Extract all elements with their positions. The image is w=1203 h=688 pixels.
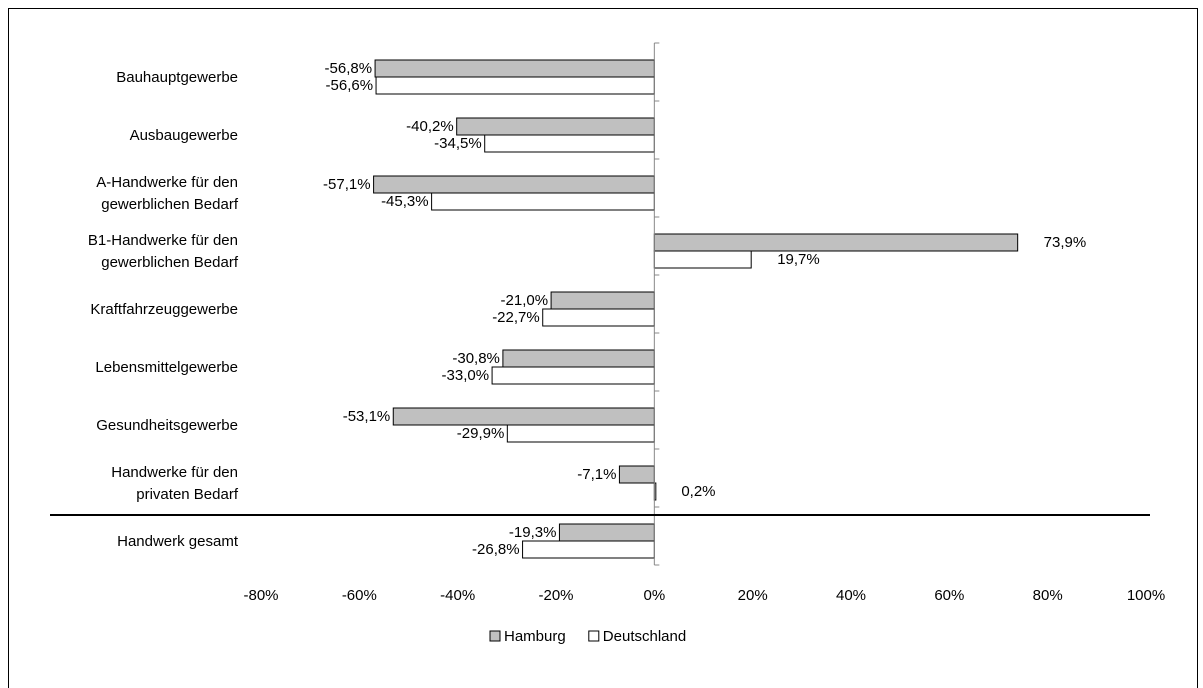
data-labels-layer: -56,8%-56,6% -40,2%-34,5% -57,1% -45,3% 73,9… xyxy=(323,60,1086,558)
bars-layer xyxy=(373,59,1019,559)
legend-swatch-deutschland xyxy=(588,630,600,642)
bar-hamburg-b1-handwerke-für-den-gewerblichen-bedarf xyxy=(653,233,1019,252)
category-label-handwerke-für-den-privaten-bedarf: Handwerke für den privaten Bedarf xyxy=(111,464,239,503)
bar-hamburg-handwerk-gesamt xyxy=(558,523,655,542)
x-tick-label: 20% xyxy=(738,587,768,604)
bar-deutschland-kraftfahrzeuggewerbe xyxy=(542,308,655,327)
legend-swatch-hamburg xyxy=(489,630,501,642)
x-tick-label: -40% xyxy=(440,587,475,604)
category-label-handwerk-gesamt: Handwerk gesamt xyxy=(117,533,239,550)
bar-hamburg-bauhauptgewerbe xyxy=(374,59,655,78)
bar-hamburg-ausbaugewerbe xyxy=(456,117,655,136)
x-tick-label: -80% xyxy=(243,587,278,604)
category-label-a-handwerke-für-den-gewerblichen-bedarf: A-Handwerke für den gewerblichen Bedarf xyxy=(96,174,239,213)
data-label-deutschland-handwerke-für-den-privaten-bedarf: 0,2% xyxy=(681,483,715,500)
category-label-ausbaugewerbe: Ausbaugewerbe xyxy=(130,127,238,144)
x-tick-label: 80% xyxy=(1033,587,1063,604)
category-labels-layer: Bauhauptgewerbe Ausbaugewerbe A-Handwerke … xyxy=(88,69,239,550)
category-label-bauhauptgewerbe: Bauhauptgewerbe xyxy=(116,69,238,86)
x-tick-label: 100% xyxy=(1127,587,1165,604)
x-tick-label: 0% xyxy=(643,587,665,604)
legend-label-hamburg: Hamburg xyxy=(504,628,566,645)
bar-deutschland-ausbaugewerbe xyxy=(484,134,655,153)
data-label-deutschland-kraftfahrzeuggewerbe: -22,7% xyxy=(492,309,540,326)
data-label-hamburg-kraftfahrzeuggewerbe: -21,0% xyxy=(501,292,549,309)
data-label-deutschland-bauhauptgewerbe: -56,6% xyxy=(326,77,374,94)
bar-hamburg-a-handwerke-für-den-gewerblichen-bedarf xyxy=(373,175,655,194)
bar-hamburg-kraftfahrzeuggewerbe xyxy=(550,291,655,310)
bar-hamburg-gesundheitsgewerbe xyxy=(392,407,655,426)
x-tick-label: 60% xyxy=(934,587,964,604)
data-label-deutschland-handwerk-gesamt: -26,8% xyxy=(472,541,520,558)
x-tick-label: 40% xyxy=(836,587,866,604)
category-label-lebensmittelgewerbe: Lebensmittelgewerbe xyxy=(95,359,238,376)
data-label-hamburg-gesundheitsgewerbe: -53,1% xyxy=(343,408,391,425)
category-label-kraftfahrzeuggewerbe: Kraftfahrzeuggewerbe xyxy=(90,301,238,318)
bar-deutschland-handwerk-gesamt xyxy=(522,540,655,559)
data-label-deutschland-ausbaugewerbe: -34,5% xyxy=(434,135,482,152)
bar-hamburg-lebensmittelgewerbe xyxy=(502,349,655,368)
data-label-hamburg-handwerke-für-den-privaten-bedarf: -7,1% xyxy=(577,466,616,483)
x-tick-label: -60% xyxy=(342,587,377,604)
bar-deutschland-a-handwerke-für-den-gewerblichen-bedarf xyxy=(431,192,655,211)
data-label-hamburg-b1-handwerke-für-den-gewerblichen-bedarf: 73,9% xyxy=(1044,234,1087,251)
data-label-deutschland-lebensmittelgewerbe: -33,0% xyxy=(442,367,490,384)
bar-deutschland-b1-handwerke-für-den-gewerblichen-bedarf xyxy=(653,250,752,269)
bar-deutschland-bauhauptgewerbe xyxy=(375,76,655,95)
legend: Hamburg Deutschland xyxy=(489,628,686,645)
category-label-gesundheitsgewerbe: Gesundheitsgewerbe xyxy=(96,417,238,434)
bar-deutschland-lebensmittelgewerbe xyxy=(491,366,655,385)
data-label-hamburg-bauhauptgewerbe: -56,8% xyxy=(325,60,373,77)
data-label-hamburg-lebensmittelgewerbe: -30,8% xyxy=(452,350,500,367)
legend-label-deutschland: Deutschland xyxy=(603,628,686,645)
chart-frame xyxy=(8,8,1198,688)
x-tick-label: -20% xyxy=(538,587,573,604)
data-label-deutschland-a-handwerke-für-den-gewerblichen-bedarf: -45,3% xyxy=(381,193,429,210)
category-label-b1-handwerke-für-den-gewerblichen-bedarf: B1-Handwerke für den gewerblichen Bedarf xyxy=(88,232,239,271)
axis-layer: -80% -60% -40% -20% 0% 20% 40% 60% 80% 100% xyxy=(50,42,1165,604)
data-label-hamburg-handwerk-gesamt: -19,3% xyxy=(509,524,557,541)
bar-deutschland-gesundheitsgewerbe xyxy=(506,424,655,443)
data-label-hamburg-ausbaugewerbe: -40,2% xyxy=(406,118,454,135)
data-label-deutschland-gesundheitsgewerbe: -29,9% xyxy=(457,425,505,442)
bar-hamburg-handwerke-für-den-privaten-bedarf xyxy=(618,465,655,484)
data-label-deutschland-b1-handwerke-für-den-gewerblichen-bedarf: 19,7% xyxy=(777,251,820,268)
data-label-hamburg-a-handwerke-für-den-gewerblichen-bedarf: -57,1% xyxy=(323,176,371,193)
